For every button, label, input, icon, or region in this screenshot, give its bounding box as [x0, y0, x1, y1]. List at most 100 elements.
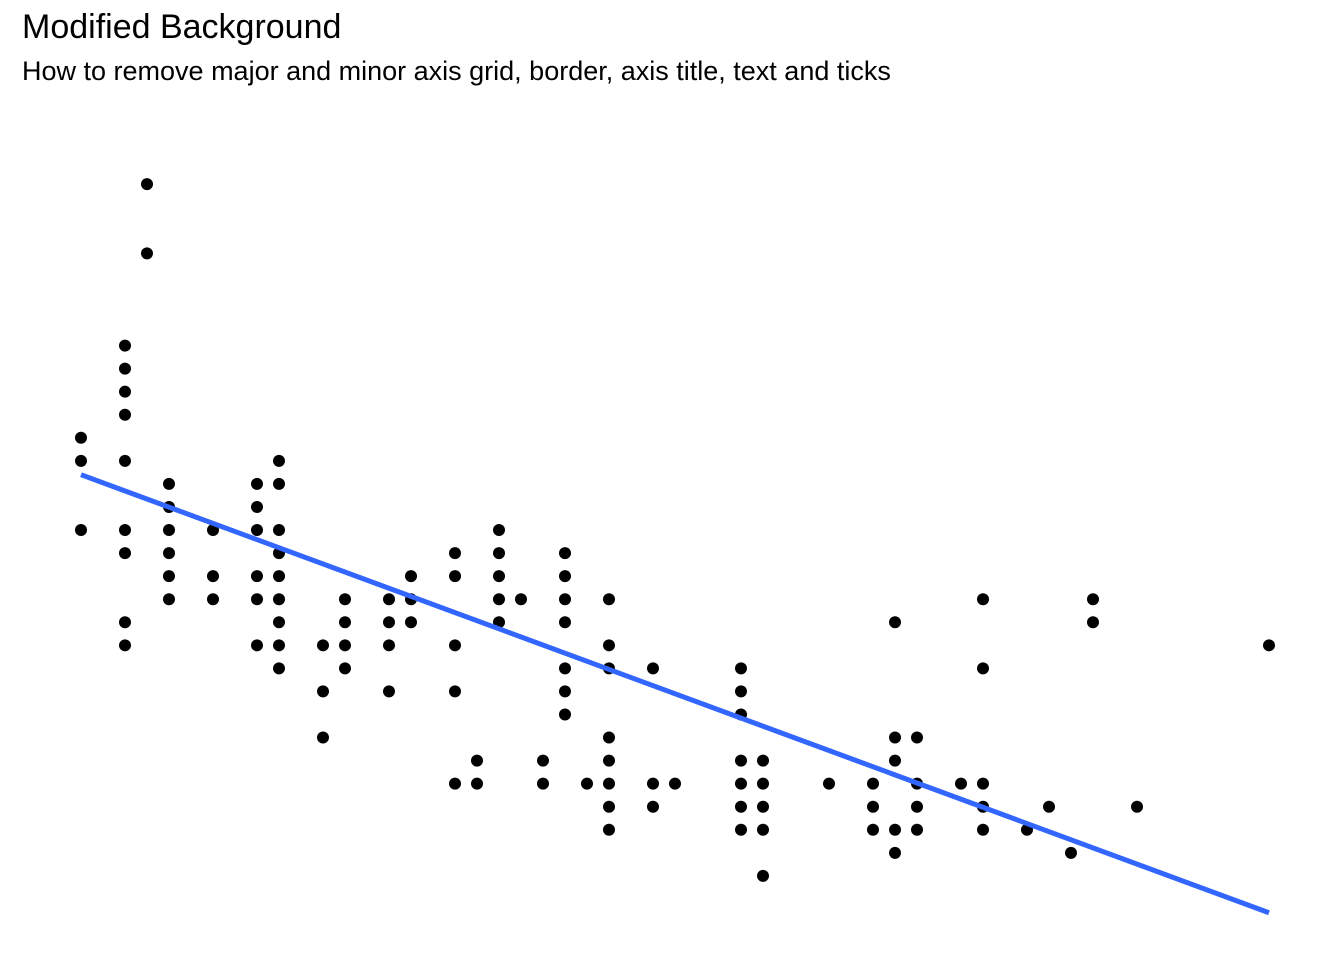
data-point	[603, 754, 615, 767]
data-point	[449, 547, 461, 560]
data-point	[823, 777, 835, 790]
data-point	[1043, 800, 1055, 813]
data-point	[669, 777, 681, 790]
data-point	[317, 639, 329, 652]
data-point	[251, 639, 263, 652]
data-point	[537, 777, 549, 790]
data-point	[207, 593, 219, 606]
data-point	[383, 685, 395, 698]
data-point	[977, 823, 989, 836]
data-point	[735, 777, 747, 790]
data-point	[757, 800, 769, 813]
data-point	[251, 570, 263, 583]
data-point	[977, 593, 989, 606]
data-point	[75, 524, 87, 537]
data-point	[273, 662, 285, 675]
data-point	[273, 639, 285, 652]
data-point	[867, 823, 879, 836]
chart-subtitle: How to remove major and minor axis grid,…	[22, 56, 891, 86]
data-point	[955, 777, 967, 790]
trend-line	[80, 472, 1270, 916]
data-point	[603, 800, 615, 813]
data-point	[559, 547, 571, 560]
data-point	[75, 431, 87, 444]
data-point	[273, 477, 285, 490]
data-point	[493, 593, 505, 606]
data-point	[119, 339, 131, 352]
data-point	[163, 547, 175, 560]
data-point	[339, 593, 351, 606]
data-point	[757, 777, 769, 790]
data-point	[735, 823, 747, 836]
data-point	[493, 524, 505, 537]
data-point	[251, 593, 263, 606]
data-point	[603, 731, 615, 744]
data-point	[559, 708, 571, 721]
data-point	[251, 524, 263, 537]
data-point	[383, 616, 395, 629]
data-point	[405, 616, 417, 629]
data-point	[493, 547, 505, 560]
data-point	[163, 524, 175, 537]
data-point	[75, 454, 87, 467]
data-point	[537, 754, 549, 767]
data-point	[119, 408, 131, 421]
data-point	[163, 570, 175, 583]
data-point	[889, 616, 901, 629]
data-point	[141, 178, 153, 191]
data-point	[867, 777, 879, 790]
data-point	[757, 754, 769, 767]
data-point	[119, 362, 131, 375]
trend-layer	[80, 472, 1270, 916]
data-point	[449, 685, 461, 698]
data-point	[449, 570, 461, 583]
data-point	[1065, 846, 1077, 859]
data-point	[647, 777, 659, 790]
data-point	[647, 662, 659, 675]
chart-title: Modified Background	[22, 8, 342, 46]
data-point	[119, 385, 131, 398]
data-point	[889, 731, 901, 744]
data-point	[251, 500, 263, 513]
data-point	[735, 754, 747, 767]
data-point	[911, 800, 923, 813]
data-point	[603, 823, 615, 836]
data-point	[889, 754, 901, 767]
data-point	[977, 662, 989, 675]
data-point	[559, 593, 571, 606]
data-point	[317, 685, 329, 698]
data-point	[405, 570, 417, 583]
data-point	[119, 454, 131, 467]
data-point	[339, 616, 351, 629]
data-point	[251, 477, 263, 490]
data-point	[559, 570, 571, 583]
data-point	[911, 731, 923, 744]
data-point	[119, 616, 131, 629]
data-point	[383, 593, 395, 606]
data-point	[471, 754, 483, 767]
data-point	[757, 869, 769, 882]
data-point	[141, 247, 153, 260]
data-point	[317, 731, 329, 744]
data-point	[119, 547, 131, 560]
data-point	[867, 800, 879, 813]
data-point	[339, 662, 351, 675]
data-point	[977, 777, 989, 790]
data-point	[493, 570, 505, 583]
data-point	[449, 639, 461, 652]
data-point	[603, 777, 615, 790]
data-point	[515, 593, 527, 606]
data-point	[735, 800, 747, 813]
data-point	[603, 593, 615, 606]
data-point	[581, 777, 593, 790]
data-point	[273, 593, 285, 606]
data-point	[471, 777, 483, 790]
data-point	[163, 477, 175, 490]
data-point	[559, 685, 571, 698]
data-point	[1087, 616, 1099, 629]
data-point	[273, 454, 285, 467]
data-point	[1087, 593, 1099, 606]
data-point	[757, 823, 769, 836]
data-point	[647, 800, 659, 813]
